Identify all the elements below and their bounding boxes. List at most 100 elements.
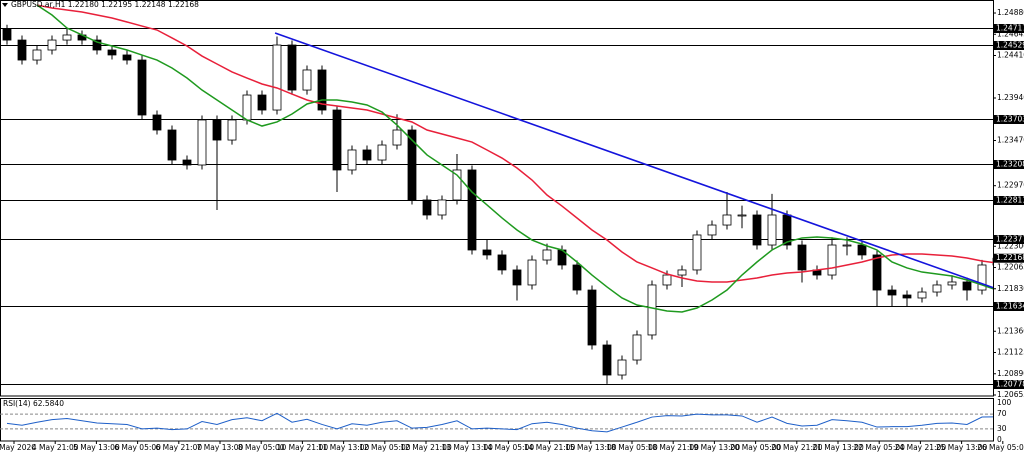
candle-body: [317, 69, 327, 111]
candle-body: [407, 129, 417, 201]
x-tick-label: 14 May 21:00: [524, 443, 576, 452]
price-plot: [0, 4, 993, 385]
price-label: 1.22168: [996, 253, 1024, 262]
candle-body: [182, 159, 192, 166]
rsi-title: RSI(14) 62.5840: [3, 399, 64, 408]
candle-body: [392, 129, 402, 146]
candle-body: [2, 28, 12, 41]
x-tick-label: 12 May 21:00: [400, 443, 452, 452]
x-tick-label: 14 May 05:00: [483, 443, 535, 452]
candle-body: [632, 334, 642, 361]
candle-body: [227, 119, 237, 141]
candle-body: [662, 274, 672, 286]
trendline: [274, 32, 993, 289]
candle-body: [212, 119, 222, 141]
x-tick-label: 10 May 21:00: [277, 443, 329, 452]
candle-body: [827, 244, 837, 276]
x-tick-label: 7 May 13:00: [197, 443, 244, 452]
y-tick-label: 1.23470: [997, 135, 1024, 144]
menu-arrow: [2, 3, 8, 7]
candle-body: [602, 344, 612, 376]
candle-body: [587, 289, 597, 346]
level-label: 1.22377: [996, 235, 1024, 244]
y-tick-label: 1.20890: [997, 369, 1024, 378]
candle-body: [647, 284, 657, 336]
candle-body: [452, 169, 462, 201]
x-tick-label: 5 May 13:00: [73, 443, 120, 452]
level-label-box: [994, 160, 1024, 169]
y-tick-label: 0: [997, 435, 1002, 444]
price-label-box: [994, 253, 1024, 263]
candle-body: [512, 269, 522, 286]
candle-body: [62, 34, 72, 41]
level-label-box: [994, 24, 1024, 33]
y-tick-label: 70: [997, 409, 1007, 418]
candle-body: [362, 149, 372, 161]
candle-body: [932, 284, 942, 293]
y-tick-label: 1.22970: [997, 181, 1024, 190]
candle-body: [242, 94, 252, 121]
y-tick-label: 1.21830: [997, 284, 1024, 293]
x-tick-label: 26 May 05:00: [977, 443, 1024, 452]
rsi-panel: [0, 398, 994, 442]
x-tick-label: 12 May 05:00: [359, 443, 411, 452]
level-label-box: [994, 41, 1024, 50]
x-tick-label: 24 May 21:00: [895, 443, 947, 452]
candle-body: [437, 199, 447, 216]
x-tick-label: 6 May 05:00: [114, 443, 161, 452]
x-tick-label: 18 May 21:00: [647, 443, 699, 452]
moving-average: [36, 4, 993, 283]
candle-body: [677, 269, 687, 276]
x-tick-label: 20 May 05:00: [730, 443, 782, 452]
y-tick-label: 1.20655: [997, 390, 1024, 399]
y-tick-label: 1.24645: [997, 29, 1024, 38]
y-tick-label: 1.21125: [997, 348, 1024, 357]
x-tick-label: 22 May 05:00: [853, 443, 905, 452]
candle-body: [17, 39, 27, 61]
level-label-box: [994, 302, 1024, 311]
candle-body: [377, 144, 387, 161]
rsi-plot: [0, 412, 993, 433]
x-tick-label: 20 May 21:00: [771, 443, 823, 452]
candle-body: [32, 49, 42, 61]
level-label: 1.24717: [996, 24, 1024, 33]
candle-body: [917, 291, 927, 299]
candle-body: [857, 244, 867, 256]
candle-body: [692, 234, 702, 271]
candle-body: [497, 254, 507, 271]
candle-body: [842, 244, 852, 247]
candle-body: [332, 109, 342, 171]
candle-body: [107, 49, 117, 56]
candle-body: [902, 294, 912, 299]
candle-body: [872, 254, 882, 291]
candle-body: [887, 289, 897, 296]
level-label: 1.21634: [996, 302, 1024, 311]
rsi-line: [6, 412, 993, 433]
candle-body: [47, 39, 57, 51]
x-tick-label: 4 May 21:00: [32, 443, 79, 452]
x-tick-label: 11 May 13:00: [318, 443, 370, 452]
y-tick-label: 1.21360: [997, 326, 1024, 335]
chart-title: GBPUSD.ar,H1 1.22180 1.22195 1.22148 1.2…: [11, 0, 199, 9]
candle-body: [302, 69, 312, 91]
candle-body: [707, 224, 717, 236]
x-tick-label: 4 May 2020: [0, 443, 36, 452]
x-tick-label: 6 May 21:00: [155, 443, 202, 452]
y-tick-label: 1.24880: [997, 8, 1024, 17]
candle-body: [527, 259, 537, 286]
x-tick-label: 18 May 05:00: [606, 443, 658, 452]
candle-body: [467, 169, 477, 251]
candle-body: [482, 249, 492, 256]
axes: 1.24880 1.24645 1.24410 1.23940 1.23470 1.229…: [0, 8, 1024, 452]
candle-body: [542, 249, 552, 261]
candle-body: [197, 119, 207, 166]
level-label: 1.24529: [996, 41, 1024, 50]
candle-body: [137, 59, 147, 116]
level-label-box: [994, 115, 1024, 124]
level-label-box: [994, 196, 1024, 205]
candle-body: [617, 359, 627, 376]
candle-body: [947, 281, 957, 286]
candle-body: [257, 94, 267, 111]
level-label: 1.22811: [996, 196, 1024, 205]
